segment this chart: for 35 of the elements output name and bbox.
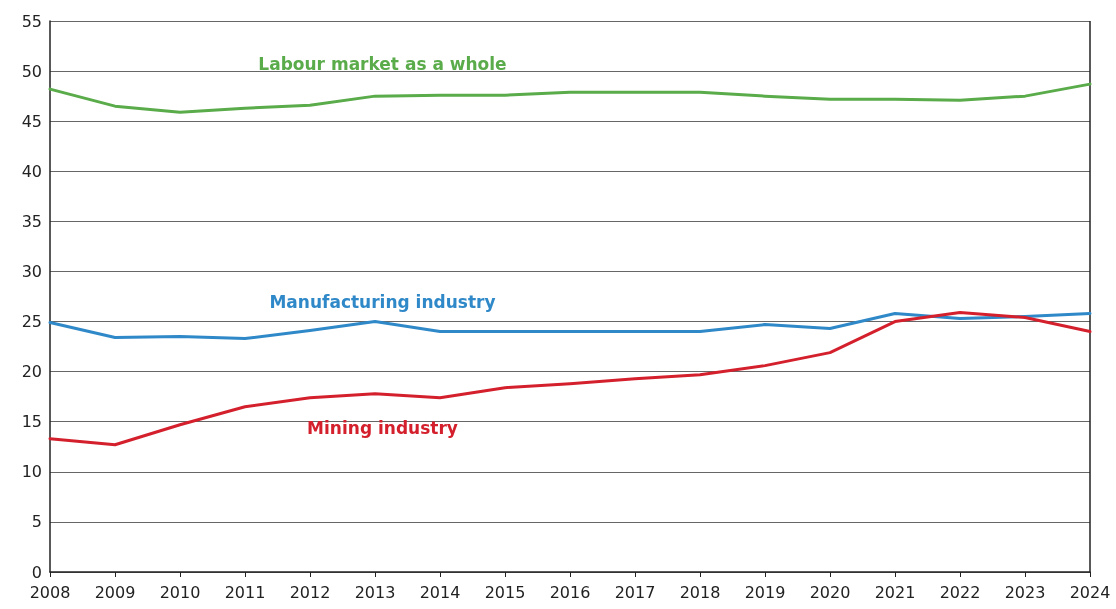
x-tick-label: 2017 — [614, 582, 656, 602]
y-tick-label: 55 — [21, 11, 42, 31]
line-series — [48, 82, 1092, 114]
x-tick-label: 2022 — [939, 582, 981, 602]
x-tick-label: 2015 — [484, 582, 526, 602]
y-tick-label: 0 — [31, 562, 42, 582]
y-tick-label: 35 — [21, 211, 42, 231]
y-tick-label: 25 — [21, 312, 42, 332]
x-tick-label: 2009 — [94, 582, 136, 602]
y-tick-label: 30 — [21, 261, 42, 281]
x-tick-label: 2023 — [1004, 582, 1046, 602]
x-tick-label: 2020 — [809, 582, 851, 602]
series-label: Mining industry — [307, 417, 458, 438]
x-tick-label: 2011 — [224, 582, 266, 602]
line-series — [48, 311, 1092, 447]
series-label: Manufacturing industry — [269, 291, 496, 312]
line-series — [48, 312, 1092, 341]
y-tick-label: 10 — [21, 462, 42, 482]
y-tick-label: 15 — [21, 412, 42, 432]
x-tick-label: 2010 — [159, 582, 201, 602]
x-tick-label: 2014 — [419, 582, 461, 602]
x-tick-label: 2013 — [354, 582, 396, 602]
x-tick-label: 2021 — [874, 582, 916, 602]
x-tick-label: 2012 — [289, 582, 331, 602]
x-tick-label: 2016 — [549, 582, 591, 602]
y-tick-label: 40 — [21, 161, 42, 181]
x-tick-label: 2008 — [29, 582, 71, 602]
y-tick-label: 45 — [21, 111, 42, 131]
y-tick-label: 5 — [31, 512, 42, 532]
y-tick-label: 20 — [21, 362, 42, 382]
y-tick-label: 50 — [21, 61, 42, 81]
x-tick-label: 2018 — [679, 582, 721, 602]
x-tick-label: 2024 — [1069, 582, 1111, 602]
series-label: Labour market as a whole — [258, 54, 507, 75]
x-tick-label: 2019 — [744, 582, 786, 602]
